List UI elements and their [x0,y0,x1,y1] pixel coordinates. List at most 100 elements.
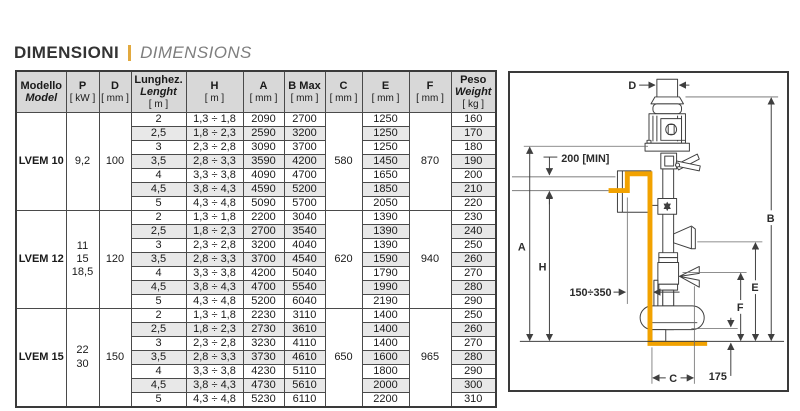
column-header-p: P[ kW ] [65,70,100,113]
a-cell: 2230 [242,308,285,323]
a-cell: 4590 [242,182,285,197]
lifting-handle [675,153,701,172]
weight-cell: 270 [450,336,497,351]
weight-cell: 200 [450,168,497,183]
column-title: E [381,80,390,93]
e-cell: 1650 [361,168,410,183]
bmax-cell: 2700 [283,112,326,127]
weight-cell: 280 [450,350,497,365]
column-title: D [111,80,119,93]
bmax-cell: 4200 [283,154,326,169]
h-cell: 2,8 ÷ 3,3 [185,252,244,267]
e-cell: 1400 [361,336,410,351]
table-row: 3,5 2,8 ÷ 3,3 3590 4200 1450 190 [16,154,497,169]
e-cell: 1850 [361,182,410,197]
e-cell: 1390 [361,224,410,239]
column-title: F [426,80,434,93]
column-title: B Max [288,80,321,93]
f-cell: 870 [408,112,452,211]
a-cell: 3730 [242,350,285,365]
e-cell: 1250 [361,140,410,155]
h-cell: 3,8 ÷ 4,3 [185,280,244,295]
length-cell: 5 [130,196,187,211]
a-cell: 3230 [242,336,285,351]
bmax-cell: 4610 [283,350,326,365]
h-cell: 3,3 ÷ 3,8 [185,266,244,281]
bmax-cell: 3700 [283,140,326,155]
dimension-f: F [682,272,747,342]
e-cell: 2050 [361,196,410,211]
dim-label-b: B [767,213,775,225]
power-cell: 22 30 [65,308,100,408]
table-row: 4 3,3 ÷ 3,8 4230 5110 1800 290 [16,364,497,379]
bmax-cell: 3110 [283,308,326,323]
liquid-level-lines [511,176,616,192]
section-title-italian: DIMENSIONI [14,43,120,62]
length-cell: 5 [130,294,187,309]
e-cell: 1390 [361,210,410,225]
diameter-cell: 120 [98,210,132,309]
volute-casing [639,279,705,342]
weight-cell: 190 [450,154,497,169]
bmax-cell: 5540 [283,280,326,295]
length-cell: 3 [130,140,187,155]
e-cell: 1590 [361,252,410,267]
length-cell: 2,5 [130,322,187,337]
c-cell: 620 [324,210,363,309]
weight-cell: 250 [450,308,497,323]
bmax-cell: 5700 [283,196,326,211]
table-row: 4,5 3,8 ÷ 4,3 4590 5200 1850 210 [16,182,497,197]
upper-outlet [673,225,696,250]
weight-cell: 230 [450,210,497,225]
length-cell: 3,5 [130,154,187,169]
dimension-e: E [697,241,763,342]
e-cell: 1450 [361,154,410,169]
length-cell: 4 [130,266,187,281]
h-cell: 3,8 ÷ 4,3 [185,378,244,393]
column-unit: [ kg ] [462,98,485,110]
weight-cell: 210 [450,182,497,197]
dimension-offset-175: 175 [691,317,738,383]
e-cell: 1390 [361,238,410,253]
column-unit: [ kW ] [69,92,96,104]
column-header-a: A[ mm ] [242,70,285,113]
h-cell: 3,8 ÷ 4,3 [185,182,244,197]
length-cell: 3,5 [130,350,187,365]
length-cell: 3 [130,238,187,253]
table-row: LVEM 12 11 15 18,5 120 2 1,3 ÷ 1,8 2200 3040 62… [15,210,497,309]
a-cell: 5200 [242,294,285,309]
h-cell: 1,3 ÷ 1,8 [185,308,244,323]
h-cell: 3,3 ÷ 3,8 [185,168,244,183]
column-unit: [ mm ] [101,92,129,104]
weight-cell: 260 [450,322,497,337]
table-row: LVEM 10 9,2 100 2 1,3 ÷ 1,8 2090 2700 580 1250 87… [15,112,497,211]
a-cell: 2090 [242,112,285,127]
length-cell: 2 [130,210,187,225]
column-header-lunghez-: Lunghez. Lenght[ m ] [130,70,187,113]
e-cell: 1990 [361,280,410,295]
diameter-cell: 150 [98,308,132,408]
a-cell: 4090 [242,168,285,183]
e-cell: 1400 [361,322,410,337]
e-cell: 2200 [361,392,410,408]
table-row: 3,5 2,8 ÷ 3,3 3700 4540 1590 260 [16,252,497,267]
length-cell: 4 [130,364,187,379]
section-title: DIMENSIONI DIMENSIONS [14,43,252,63]
h-cell: 1,8 ÷ 2,3 [185,224,244,239]
e-cell: 2190 [361,294,410,309]
h-cell: 2,3 ÷ 2,8 [185,140,244,155]
weight-cell: 240 [450,224,497,239]
h-cell: 1,3 ÷ 1,8 [185,210,244,225]
bmax-cell: 5610 [283,378,326,393]
bmax-cell: 3040 [283,210,326,225]
table-header: Modello Model P[ kW ] D[ mm ] Lunghez. Lenght… [15,70,497,113]
weight-cell: 260 [450,252,497,267]
column-subtitle: Model [25,92,58,104]
h-cell: 2,8 ÷ 3,3 [185,154,244,169]
column-header-b-max: B Max[ mm ] [283,70,326,113]
a-cell: 3200 [242,238,285,253]
column-title: Modello [20,79,63,92]
weight-cell: 300 [450,378,497,393]
column-title: Lunghez. [134,74,183,87]
a-cell: 3590 [242,154,285,169]
